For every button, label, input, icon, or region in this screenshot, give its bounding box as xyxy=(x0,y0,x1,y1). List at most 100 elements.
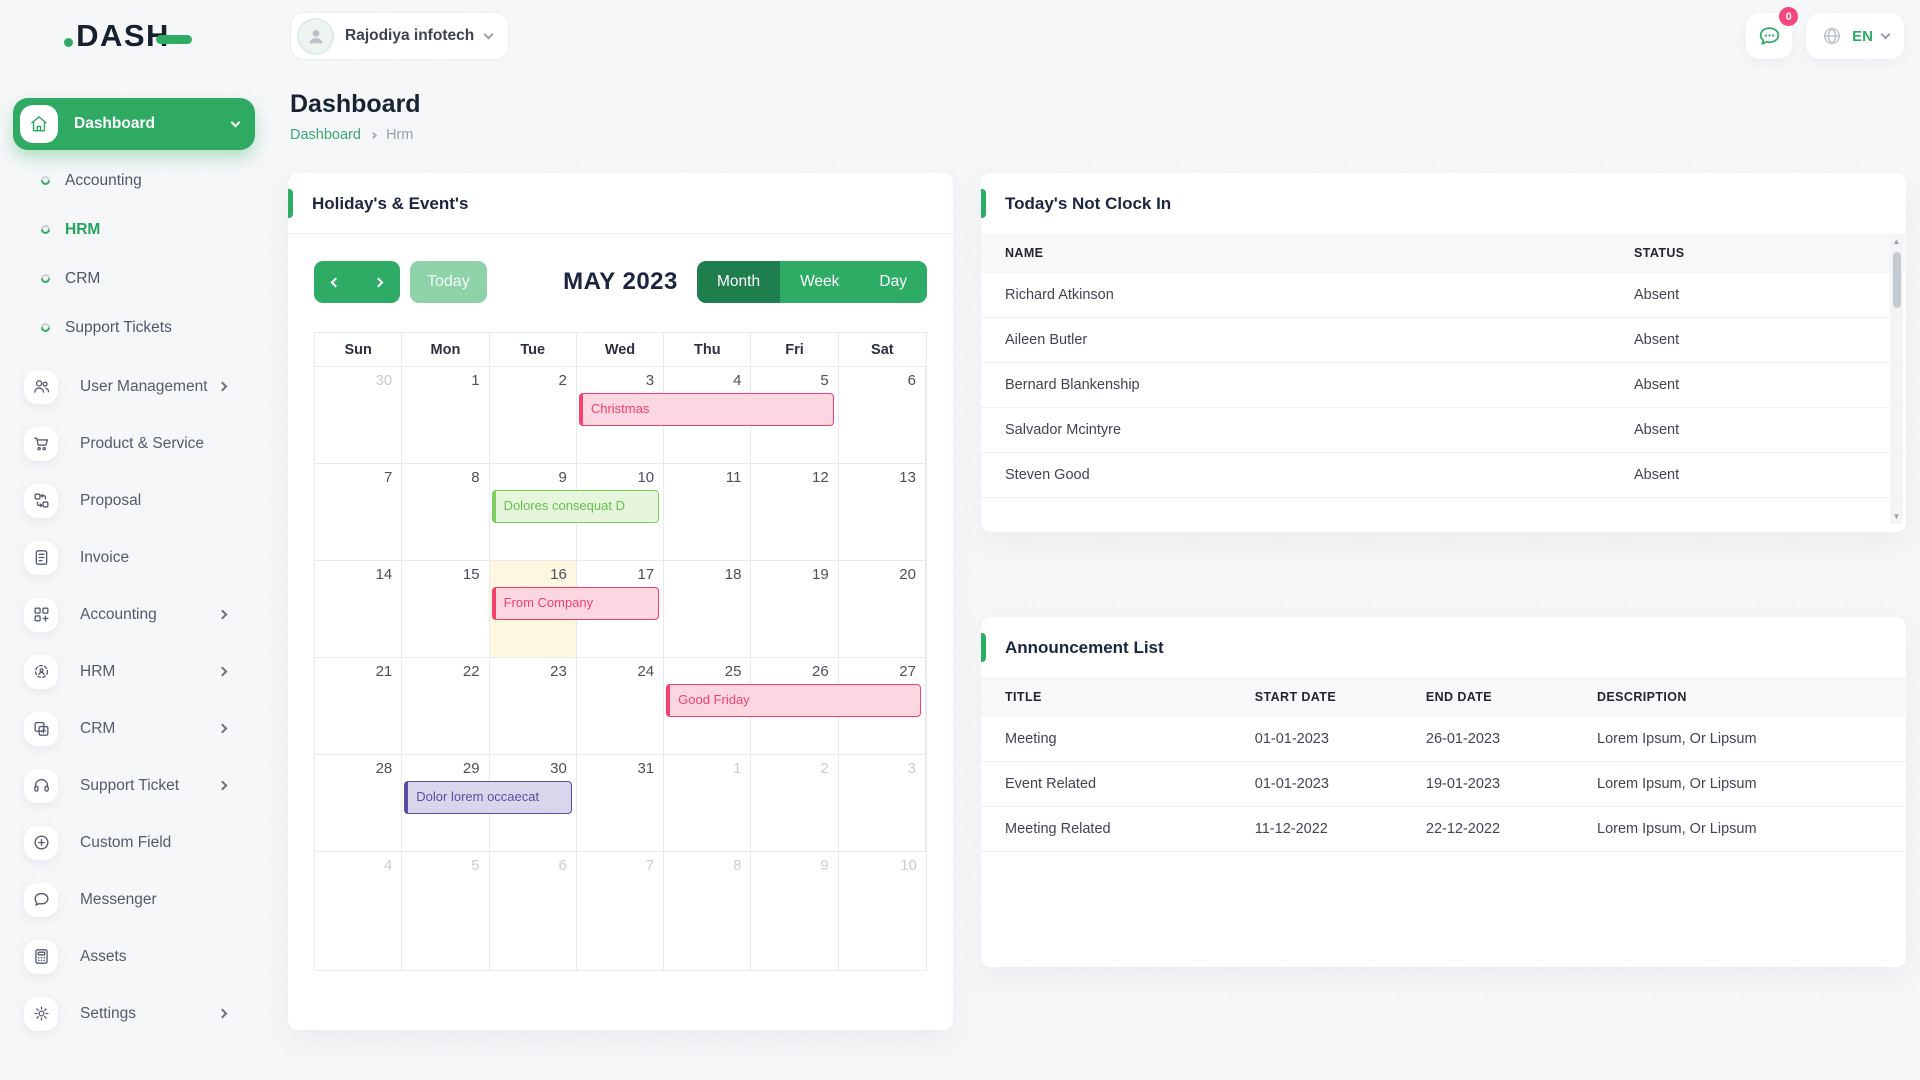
view-button-day[interactable]: Day xyxy=(859,261,927,303)
sidebar-item-accounting[interactable]: Accounting xyxy=(0,586,268,643)
prev-month-button[interactable] xyxy=(314,261,357,303)
sidebar-item-product-service[interactable]: Product & Service xyxy=(0,415,268,472)
sidebar-item-label: Support Ticket xyxy=(80,776,180,794)
calendar-day-cell[interactable]: 5 xyxy=(751,367,839,464)
calendar-day-cell[interactable]: 21 xyxy=(315,658,403,755)
calendar-day-cell[interactable]: 20 xyxy=(838,561,926,658)
view-button-month[interactable]: Month xyxy=(696,261,781,303)
calendar-day-cell[interactable]: 14 xyxy=(315,561,403,658)
calendar-day-cell[interactable]: 3 xyxy=(838,755,926,852)
calendar-day-cell[interactable]: 18 xyxy=(664,561,752,658)
sidebar-item-hrm[interactable]: HRM xyxy=(0,643,268,700)
scroll-down-icon[interactable]: ▼ xyxy=(1892,512,1901,521)
sidebar-item-messenger[interactable]: Messenger xyxy=(0,871,268,928)
calendar-day-cell[interactable]: 12 xyxy=(751,464,839,561)
calendar-day-cell[interactable]: 28 xyxy=(315,755,403,852)
weekday-label: Sun xyxy=(315,333,403,367)
calendar-day-cell[interactable]: 24 xyxy=(576,658,665,755)
table-row: Event Related 01-01-2023 19-01-2023 Lorem I… xyxy=(981,761,1906,807)
table-cell: 26-01-2023 xyxy=(1401,717,1573,762)
calendar-day-cell[interactable]: 23 xyxy=(489,658,577,755)
calculator-icon xyxy=(24,939,58,974)
sidebar-item-support-ticket[interactable]: Support Ticket xyxy=(0,757,268,814)
sidebar-subitem-support-tickets[interactable]: Support Tickets xyxy=(39,303,268,352)
table-cell: Lorem Ipsum, Or Lipsum xyxy=(1573,761,1906,807)
sidebar-item-assets[interactable]: Assets xyxy=(0,928,268,985)
calendar-day-cell[interactable]: 11 xyxy=(664,464,752,561)
sidebar-item-invoice[interactable]: Invoice xyxy=(0,529,268,586)
scrollbar-thumb[interactable] xyxy=(1892,252,1901,308)
calendar-day-cell[interactable]: 8 xyxy=(664,852,752,970)
calendar-day-cell[interactable]: 19 xyxy=(751,561,839,658)
calendar-day-cell[interactable]: 31 xyxy=(576,755,665,852)
calendar-day-cell[interactable]: 27 xyxy=(838,658,926,755)
calendar-day-cell[interactable]: 2 xyxy=(489,367,577,464)
calendar-day-cell[interactable]: 17 xyxy=(576,561,665,658)
table-cell: 19-01-2023 xyxy=(1401,761,1573,807)
weekday-label: Fri xyxy=(751,333,839,367)
table-cell: Meeting xyxy=(981,717,1231,762)
table-cell: 01-01-2023 xyxy=(1230,717,1402,762)
next-month-button[interactable] xyxy=(357,261,400,303)
table-row: Aileen Butler Absent xyxy=(981,317,1906,363)
calendar-event[interactable]: Good Friday xyxy=(666,684,921,717)
breadcrumb-link-dashboard[interactable]: Dashboard xyxy=(290,127,361,143)
table-cell: Absent xyxy=(1610,273,1906,318)
home-icon xyxy=(20,105,58,143)
calendar-day-cell[interactable]: 13 xyxy=(838,464,926,561)
table-cell: Salvador Mcintyre xyxy=(981,407,1610,453)
calendar-day-cell[interactable]: 22 xyxy=(402,658,490,755)
calendar-day-cell[interactable]: 30 xyxy=(315,367,403,464)
sidebar-item-settings[interactable]: Settings xyxy=(0,985,268,1042)
calendar-day-cell[interactable]: 10 xyxy=(576,464,665,561)
scrollbar[interactable]: ▲ ▼ xyxy=(1890,235,1903,524)
calendar-day-cell[interactable]: 8 xyxy=(402,464,490,561)
calendar-day-cell[interactable]: 7 xyxy=(577,852,665,970)
sidebar-subitem-crm[interactable]: CRM xyxy=(39,254,268,303)
calendar-event[interactable]: From Company xyxy=(491,587,660,620)
sidebar-subitem-label: CRM xyxy=(65,269,101,287)
calendar-day-cell[interactable]: 1 xyxy=(664,755,752,852)
calendar-day-cell[interactable]: 7 xyxy=(315,464,403,561)
calendar-day-cell[interactable]: 2 xyxy=(751,755,839,852)
sidebar-item-label: HRM xyxy=(80,662,116,680)
table-cell: Absent xyxy=(1610,362,1906,408)
calendar-day-cell[interactable]: 5 xyxy=(402,852,490,970)
calendar-day-cell[interactable]: 6 xyxy=(490,852,577,970)
dashboard-submenu: Accounting HRM CRM Support Tickets xyxy=(0,150,268,356)
messages-button[interactable]: 0 xyxy=(1746,7,1799,59)
breadcrumb-current: Hrm xyxy=(385,127,414,143)
calendar-week-row: 30 1 2 3 4 5 6 Christmas xyxy=(315,367,926,464)
company-selector[interactable]: Rajodiya infotech xyxy=(290,12,510,60)
sidebar-item-proposal[interactable]: Proposal xyxy=(0,472,268,529)
sidebar-subitem-hrm[interactable]: HRM xyxy=(39,205,268,254)
calendar-event[interactable]: Christmas xyxy=(578,393,834,426)
chevron-right-icon xyxy=(217,381,228,392)
today-button[interactable]: Today xyxy=(410,261,487,303)
calendar-day-cell[interactable]: 30 xyxy=(489,755,577,852)
sidebar-subitem-accounting[interactable]: Accounting xyxy=(39,156,268,205)
sidebar-item-user-management[interactable]: User Management xyxy=(0,358,268,415)
sidebar-item-custom-field[interactable]: Custom Field xyxy=(0,814,268,871)
notification-badge: 0 xyxy=(1779,7,1799,26)
view-button-week[interactable]: Week xyxy=(780,261,860,303)
table-row: Richard Atkinson Absent xyxy=(981,273,1906,318)
calendar-day-cell[interactable]: 15 xyxy=(402,561,490,658)
scroll-up-icon[interactable]: ▲ xyxy=(1892,237,1901,246)
sidebar-item-crm[interactable]: CRM xyxy=(0,700,268,757)
sidebar-item-dashboard[interactable]: Dashboard xyxy=(13,98,255,150)
clockin-card: Today's Not Clock In NAME STATUS Richard A… xyxy=(981,173,1906,532)
calendar-event[interactable]: Dolores consequat D xyxy=(491,490,660,523)
avatar xyxy=(297,17,334,55)
sidebar-subitem-label: HRM xyxy=(65,220,101,238)
calendar-day-cell[interactable]: 6 xyxy=(838,367,926,464)
logo-dot-icon xyxy=(64,38,74,47)
calendar-day-cell[interactable]: 10 xyxy=(900,857,917,874)
calendar-day-cell[interactable]: 1 xyxy=(402,367,490,464)
chevron-right-icon xyxy=(217,666,228,677)
language-selector[interactable]: EN xyxy=(1806,13,1904,59)
calendar-day-cell[interactable]: 9 xyxy=(751,852,839,970)
calendar-event[interactable]: Dolor lorem occaecat xyxy=(404,781,572,814)
sidebar-item-label: CRM xyxy=(80,719,116,737)
calendar-day-cell[interactable]: 4 xyxy=(315,852,403,970)
